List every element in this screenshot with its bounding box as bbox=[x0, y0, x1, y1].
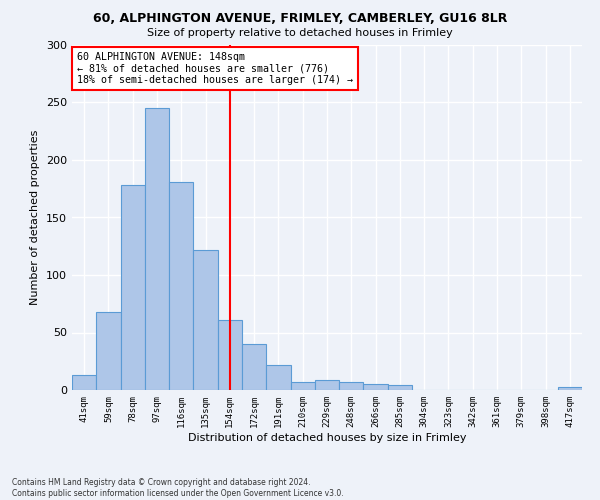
Bar bbox=[315, 380, 339, 390]
Bar bbox=[364, 384, 388, 390]
Bar bbox=[266, 364, 290, 390]
Bar bbox=[96, 312, 121, 390]
Bar bbox=[193, 250, 218, 390]
Bar bbox=[121, 186, 145, 390]
Bar bbox=[388, 386, 412, 390]
Bar bbox=[558, 386, 582, 390]
Y-axis label: Number of detached properties: Number of detached properties bbox=[31, 130, 40, 305]
Bar bbox=[218, 320, 242, 390]
Bar bbox=[169, 182, 193, 390]
Bar bbox=[72, 375, 96, 390]
Text: 60 ALPHINGTON AVENUE: 148sqm
← 81% of detached houses are smaller (776)
18% of s: 60 ALPHINGTON AVENUE: 148sqm ← 81% of de… bbox=[77, 52, 353, 85]
Text: Size of property relative to detached houses in Frimley: Size of property relative to detached ho… bbox=[147, 28, 453, 38]
Bar bbox=[242, 344, 266, 390]
Bar bbox=[339, 382, 364, 390]
Bar bbox=[290, 382, 315, 390]
Bar bbox=[145, 108, 169, 390]
Text: Contains HM Land Registry data © Crown copyright and database right 2024.
Contai: Contains HM Land Registry data © Crown c… bbox=[12, 478, 344, 498]
X-axis label: Distribution of detached houses by size in Frimley: Distribution of detached houses by size … bbox=[188, 432, 466, 442]
Text: 60, ALPHINGTON AVENUE, FRIMLEY, CAMBERLEY, GU16 8LR: 60, ALPHINGTON AVENUE, FRIMLEY, CAMBERLE… bbox=[93, 12, 507, 26]
